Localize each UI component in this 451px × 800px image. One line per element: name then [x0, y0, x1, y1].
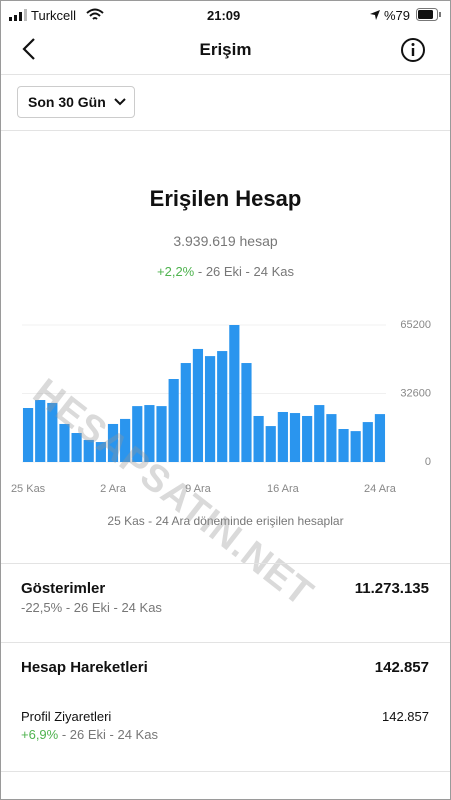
- change-period: - 26 Eki - 24 Kas: [61, 727, 158, 742]
- back-button[interactable]: [21, 37, 37, 61]
- bar: [22, 407, 34, 462]
- bar: [107, 423, 119, 462]
- filter-label: Son 30 Gün: [28, 94, 106, 110]
- change-period: - 26 Eki - 24 Kas: [65, 600, 162, 615]
- bar: [362, 422, 373, 462]
- battery-icon: [416, 8, 441, 21]
- chart-subtitle: 3.939.619 hesap: [173, 233, 278, 249]
- chart-title: Erişilen Hesap: [149, 186, 302, 211]
- change-value: +6,9%: [21, 727, 59, 742]
- bar: [374, 414, 386, 462]
- bar: [59, 423, 70, 462]
- x-tick-label: 16 Ara: [267, 483, 300, 495]
- bar: [338, 429, 349, 462]
- time: 21:09: [207, 8, 241, 23]
- bar: [47, 402, 58, 462]
- location-icon: [370, 10, 380, 20]
- y-tick-label: 0: [425, 456, 431, 468]
- section-value: 142.857: [374, 659, 429, 676]
- section-title: Hesap Hareketleri: [21, 659, 148, 676]
- info-button[interactable]: [400, 37, 426, 63]
- divider: [1, 771, 450, 772]
- bar: [350, 431, 361, 462]
- chart-caption: 25 Kas - 24 Ara döneminde erişilen hesap…: [107, 514, 344, 528]
- divider: [1, 130, 450, 131]
- section-change: -22,5% - 26 Eki - 24 Kas: [21, 600, 162, 615]
- carrier: Turkcell: [31, 8, 77, 23]
- battery-level: %79: [384, 8, 411, 23]
- bar: [35, 400, 46, 462]
- bar: [302, 415, 313, 462]
- bar: [253, 415, 264, 462]
- bar: [289, 413, 301, 462]
- bar: [144, 405, 155, 462]
- bar: [217, 351, 228, 462]
- section-change: +6,9% - 26 Eki - 24 Kas: [21, 727, 158, 742]
- section-title: Profil Ziyaretleri: [21, 709, 112, 724]
- chart-change: +2,2% - 26 Eki - 24 Kas: [1, 264, 450, 279]
- bar: [265, 426, 276, 462]
- wifi-icon: [86, 8, 104, 20]
- divider: [1, 642, 450, 643]
- change-value: +2,2%: [157, 264, 195, 279]
- divider: [1, 563, 450, 564]
- bar: [83, 439, 94, 462]
- divider: [1, 74, 450, 75]
- x-tick-label: 9 Ara: [185, 483, 212, 495]
- dropdown-icon: [114, 98, 126, 106]
- bar: [95, 442, 106, 462]
- bar: [132, 406, 143, 462]
- y-tick-label: 65200: [400, 319, 431, 331]
- bar: [204, 356, 216, 462]
- y-tick-label: 32600: [400, 387, 431, 399]
- bar-chart: 0 32600 65200 25 Kas 2 Ara 9 Ara 16 Ara 24 Ara: [11, 319, 431, 495]
- change-value: -22,5%: [21, 600, 63, 615]
- x-tick-label: 24 Ara: [364, 483, 397, 495]
- change-period: - 26 Eki - 24 Kas: [197, 264, 294, 279]
- bar: [314, 405, 325, 462]
- bar: [156, 406, 167, 462]
- bar: [120, 418, 131, 462]
- section-title: Gösterimler: [21, 580, 106, 597]
- x-tick-label: 25 Kas: [11, 483, 46, 495]
- bar: [326, 414, 337, 462]
- bar: [192, 348, 204, 462]
- bar: [229, 325, 240, 462]
- bar: [180, 363, 191, 462]
- filter-button[interactable]: Son 30 Gün: [17, 86, 135, 118]
- section-value: 11.273.135: [354, 580, 429, 597]
- x-tick-label: 2 Ara: [100, 483, 127, 495]
- bar: [168, 379, 179, 462]
- section-value: 142.857: [382, 709, 429, 724]
- bar: [71, 433, 82, 462]
- bar: [277, 411, 288, 462]
- signal-icon: [9, 9, 27, 21]
- bar: [241, 363, 252, 462]
- header-title: Erişim: [199, 40, 252, 59]
